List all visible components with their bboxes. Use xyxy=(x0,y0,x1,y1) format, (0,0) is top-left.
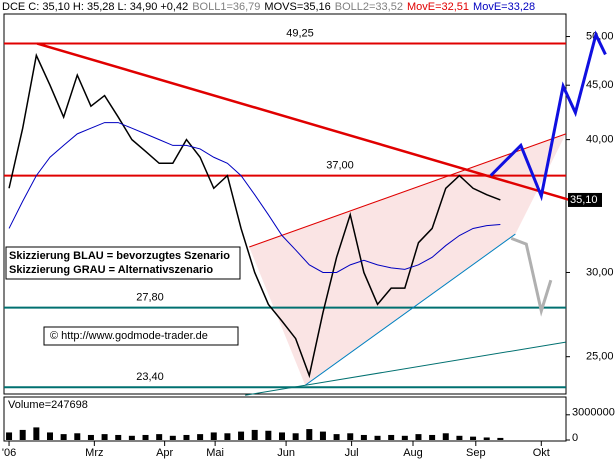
volume-bar xyxy=(19,429,26,440)
volume-bar xyxy=(347,433,354,440)
price-box xyxy=(568,192,602,207)
header-item: MovE=33,28 xyxy=(473,1,535,13)
volume-bar xyxy=(333,434,340,440)
legend-text: Skizzierung BLAU = bevorzugtes Szenario xyxy=(9,250,230,262)
copyright-box xyxy=(43,326,239,346)
y-tick-label: 25,00 xyxy=(586,351,614,363)
header-item: DCE C: 35,10 H: 35,28 L: 34,90 +0,42 xyxy=(2,1,188,13)
volume-bar xyxy=(60,434,67,440)
level-label: 23,40 xyxy=(136,371,164,383)
volume-bar xyxy=(6,432,13,440)
volume-bar xyxy=(470,436,477,440)
x-tick-label: '06 xyxy=(2,447,16,459)
volume-bar xyxy=(374,435,381,440)
x-tick-label: Jul xyxy=(345,447,359,459)
level-label: 37,00 xyxy=(326,160,354,172)
volume-bar xyxy=(360,434,367,440)
volume-label: Volume=247698 xyxy=(8,399,88,411)
x-tick-label: Apr xyxy=(156,447,173,459)
header-item: MOVS=35,16 xyxy=(264,1,330,13)
x-tick-label: Mrz xyxy=(85,447,103,459)
volume-bar xyxy=(388,434,395,440)
volume-tick-label: 0 xyxy=(572,432,578,444)
scenario-line xyxy=(510,236,553,317)
volume-bar xyxy=(497,437,504,440)
volume-bar xyxy=(251,429,258,440)
volume-bar xyxy=(456,435,463,440)
x-tick-label: Aug xyxy=(403,447,423,459)
volume-bar xyxy=(278,432,285,440)
x-tick-label: Jun xyxy=(277,447,295,459)
volume-bar xyxy=(74,433,81,440)
volume-bar xyxy=(115,434,122,440)
volume-bar xyxy=(169,435,176,440)
volume-bar xyxy=(46,432,53,440)
header-item: BOLL1=36,79 xyxy=(192,1,260,13)
x-tick-label: Mai xyxy=(206,447,224,459)
volume-bar xyxy=(401,435,408,440)
header-item: BOLL2=33,52 xyxy=(335,1,403,13)
x-tick-label: Sep xyxy=(466,447,486,459)
trend-line xyxy=(304,233,516,386)
volume-bar xyxy=(128,435,135,440)
header: DCE C: 35,10 H: 35,28 L: 34,90 +0,42 BOLL… xyxy=(2,1,535,13)
volume-bar xyxy=(224,433,231,440)
volume-bar xyxy=(265,430,272,440)
y-tick-label: 50,00 xyxy=(586,30,614,42)
volume-bar xyxy=(156,434,163,440)
y-tick-label: 30,00 xyxy=(586,266,614,278)
volume-bar xyxy=(101,434,108,440)
scenario-line xyxy=(489,30,607,202)
volume-bar xyxy=(238,431,245,440)
y-tick-label: 40,00 xyxy=(586,134,614,146)
price-label: 35,10 xyxy=(570,194,598,206)
volume-bar xyxy=(292,433,299,440)
volume-bar xyxy=(183,434,190,440)
volume-bar xyxy=(197,434,204,440)
volume-bar xyxy=(483,437,490,440)
level-label: 27,80 xyxy=(136,292,164,304)
y-tick-label: 45,00 xyxy=(586,79,614,91)
trend-line xyxy=(36,42,572,202)
volume-bar xyxy=(33,427,40,440)
volume-bar xyxy=(415,434,422,440)
trend-line xyxy=(245,341,566,396)
volume-bar xyxy=(442,433,449,440)
series-line xyxy=(8,52,501,379)
header-item: MovE=32,51 xyxy=(407,1,469,13)
level-label: 49,25 xyxy=(286,27,314,39)
volume-tick-label: 3000000 xyxy=(572,407,615,419)
legend-text: Skizzierung GRAU = Alternativszenario xyxy=(9,264,213,276)
volume-bar xyxy=(429,434,436,440)
volume-bar xyxy=(306,429,313,440)
series-line xyxy=(8,122,501,273)
channel-fill xyxy=(249,133,566,386)
x-tick-label: Okt xyxy=(533,447,550,459)
copyright: © http://www.godmode-trader.de xyxy=(50,330,208,342)
volume-bar xyxy=(142,434,149,440)
volume-bar xyxy=(210,432,217,440)
legend-box xyxy=(5,246,241,280)
volume-bar xyxy=(87,434,94,440)
volume-frame xyxy=(3,396,567,442)
volume-bar xyxy=(319,431,326,440)
